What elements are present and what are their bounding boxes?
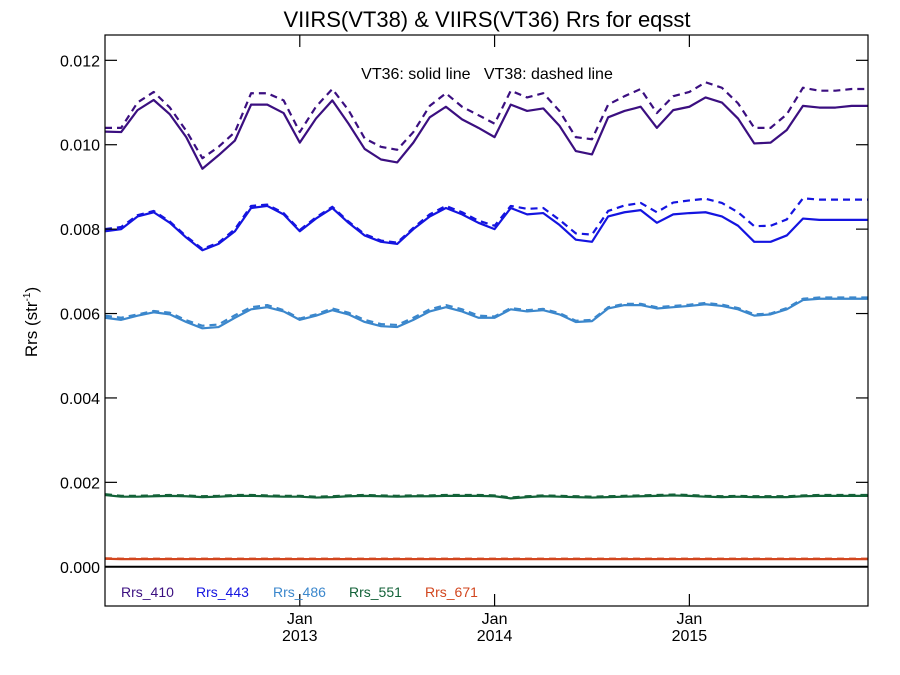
legend-item-rrs-671: Rrs_671 (425, 584, 478, 600)
y-ticks: 0.000 0.002 0.004 0.006 0.008 0.010 0.012 (60, 53, 868, 577)
x-tick-label-month: Jan (676, 611, 702, 628)
x-tick-label-month: Jan (287, 611, 313, 628)
legend-item-rrs-410: Rrs_410 (121, 584, 174, 600)
y-tick-label: 0.006 (60, 307, 100, 324)
y-axis-label-exponent: -1 (22, 292, 33, 301)
x-tick-label-year: 2015 (672, 628, 708, 645)
y-tick-label: 0.008 (60, 222, 100, 239)
plot-frame (104, 34, 869, 607)
series-rrs-443-dashed-line (104, 197, 868, 251)
series-rrs-443-solid-line (104, 204, 868, 252)
y-axis-label-tail: ) (22, 287, 41, 293)
x-tick-label-year: 2013 (282, 628, 318, 645)
x-tick-label-month: Jan (482, 611, 508, 628)
series-rrs-551-dashed-line (104, 493, 868, 499)
y-tick-label: 0.004 (60, 391, 100, 408)
legend-item-rrs-486: Rrs_486 (273, 584, 326, 600)
line-style-annotation: VT36: solid line VT38: dashed line (361, 66, 613, 83)
series-layer (104, 81, 868, 561)
series-rrs-486-solid-line (104, 297, 868, 330)
y-tick-label: 0.002 (60, 475, 100, 492)
x-tick-label-year: 2014 (477, 628, 513, 645)
chart-title: VIIRS(VT38) & VIIRS(VT36) Rrs for eqsst (283, 7, 690, 32)
series-rrs-410-solid-line (104, 96, 868, 170)
legend-item-rrs-551: Rrs_551 (349, 584, 402, 600)
series-rrs-410-dashed-line (105, 81, 868, 160)
y-tick-label: 0.010 (60, 138, 100, 155)
legend-item-rrs-443: Rrs_443 (196, 584, 249, 600)
y-tick-label: 0.000 (60, 560, 100, 577)
y-axis-label: Rrs (str-1) (22, 287, 41, 357)
series-rrs-486-dashed-line (104, 296, 868, 327)
y-tick-label: 0.012 (60, 53, 100, 70)
y-axis-label-main: Rrs (str (22, 301, 41, 357)
legend: Rrs_410 Rrs_443 Rrs_486 Rrs_551 Rrs_671 (121, 584, 478, 600)
